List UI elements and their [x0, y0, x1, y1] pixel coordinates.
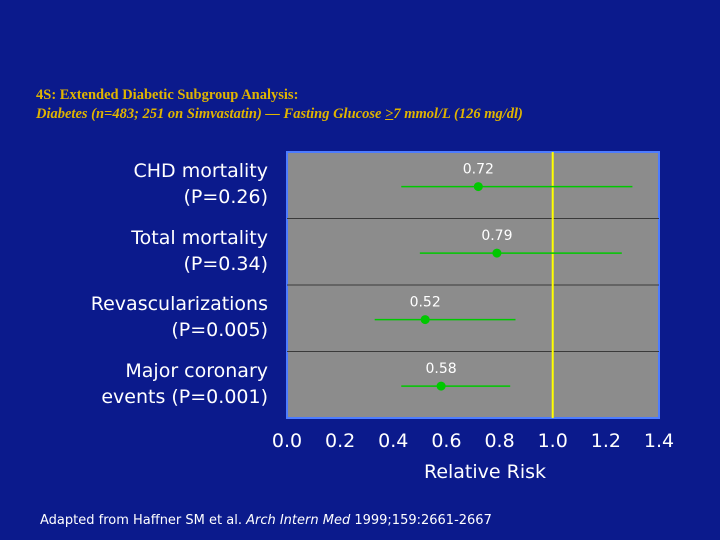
row-label-name: Major coronary [125, 359, 268, 382]
citation-footer: Adapted from Haffner SM et al. Arch Inte… [40, 513, 492, 528]
x-tick-label: 0.0 [272, 430, 302, 452]
row-label-pvalue: events (P=0.001) [101, 385, 268, 408]
x-tick-label: 1.4 [644, 430, 674, 452]
x-tick-label: 1.2 [591, 430, 621, 452]
row-label-name: Revascularizations [90, 293, 268, 315]
slide-title: 4S: Extended Diabetic Subgroup Analysis:… [36, 86, 523, 124]
row-label-pvalue: (P=0.34) [183, 252, 268, 275]
point-estimate [473, 182, 483, 192]
point-estimate [492, 248, 502, 258]
row-label-pvalue: (P=0.26) [183, 186, 268, 208]
row-label: CHD mortality (P=0.26) [8, 158, 268, 210]
row-label-name: CHD mortality [133, 160, 268, 182]
citation-volume: 1999;159:2661-2667 [350, 513, 492, 528]
title-line-2-end: 7 mmol/L (126 mg/dl) [393, 106, 523, 122]
x-tick-label: 0.4 [378, 430, 408, 452]
row-label-pvalue: (P=0.005) [171, 319, 268, 341]
title-ge-symbol: > [385, 106, 394, 122]
x-axis-label: Relative Risk [424, 461, 546, 483]
title-line-2: Diabetes (n=483; 251 on Simvastatin) — F… [36, 105, 523, 124]
value-label: 0.79 [481, 228, 512, 244]
x-tick-label: 0.2 [325, 430, 355, 452]
point-estimate [436, 381, 446, 391]
title-line-2-start: Diabetes (n=483; 251 on Simvastatin) — F… [36, 106, 386, 122]
point-estimate [420, 315, 430, 325]
row-label: Revascularizations (P=0.005) [8, 291, 268, 343]
row-label: Total mortality (P=0.34) [8, 225, 268, 277]
row-label: Major coronary events (P=0.001) [8, 358, 268, 410]
x-tick-label: 0.8 [484, 430, 514, 452]
citation-text: Adapted from Haffner SM et al. [40, 513, 247, 528]
value-label: 0.52 [410, 295, 441, 311]
value-label: 0.72 [463, 162, 494, 178]
value-label: 0.58 [426, 361, 457, 377]
citation-journal: Arch Intern Med [246, 513, 351, 528]
x-tick-label: 1.0 [538, 430, 568, 452]
row-label-name: Total mortality [131, 226, 268, 249]
title-line-1: 4S: Extended Diabetic Subgroup Analysis: [36, 87, 299, 103]
x-tick-label: 0.6 [431, 430, 461, 452]
